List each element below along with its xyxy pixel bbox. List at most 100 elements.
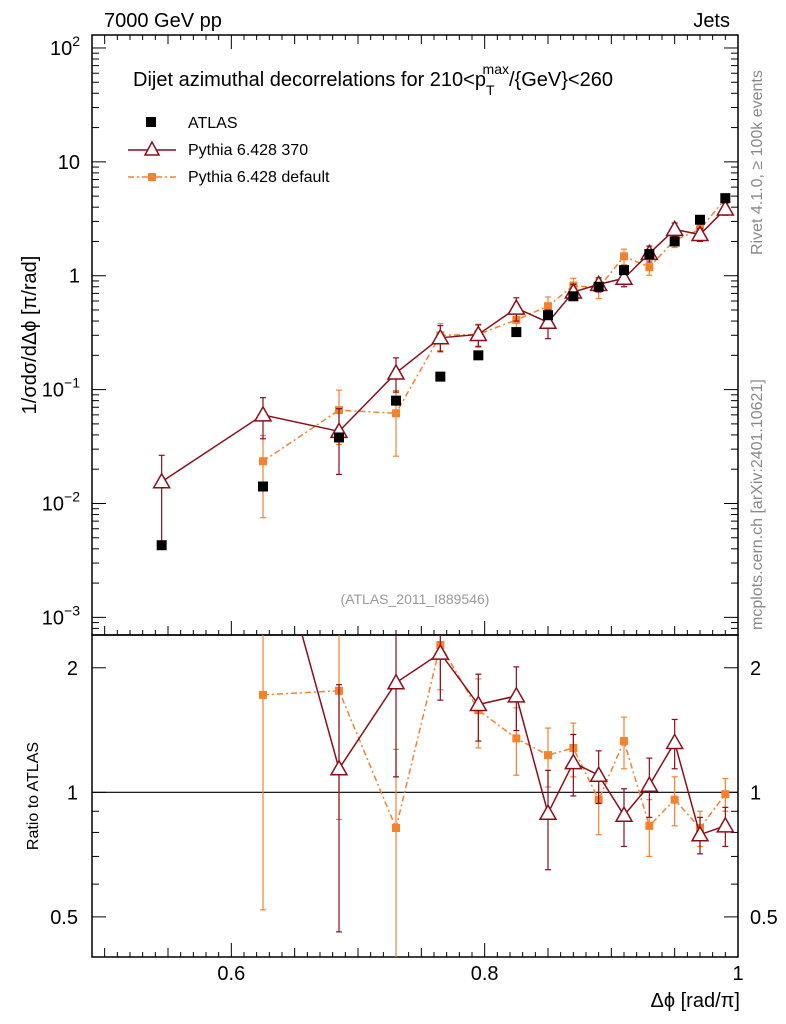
header-right: Jets <box>693 10 730 32</box>
x-axis-label: Δϕ [rad/π] <box>651 990 741 1012</box>
legend-label-atlas: ATLAS <box>188 115 238 132</box>
pythia370-ratio-point <box>690 825 710 842</box>
pythia370-ratio-point <box>469 695 488 712</box>
pythia370-point <box>431 328 450 345</box>
pythia370-ratio-line <box>301 635 726 836</box>
y-tick-base: 10 <box>42 380 64 402</box>
y-tick-base: 1 <box>69 266 80 288</box>
atlas-data-point <box>669 236 680 247</box>
pythia370-point <box>253 405 273 422</box>
atlas-data-point <box>435 371 446 382</box>
y-tick-exponent: 2 <box>72 33 80 49</box>
ratio-y-tick-label-left: 1 <box>67 782 78 804</box>
y-tick-exponent: −3 <box>64 602 80 618</box>
pythia-default-ratio-point <box>544 751 552 760</box>
pythia370-ratio-point <box>507 686 526 703</box>
y-tick-label: 10−1 <box>42 375 80 402</box>
mcplots-credit-text: mcplots.cern.ch [arXiv:2401.10621] <box>749 379 766 630</box>
pythia370-point <box>665 219 684 237</box>
pythia370-point <box>716 199 735 216</box>
pythia-default-point <box>392 409 400 418</box>
pythia-default-line <box>262 198 726 462</box>
atlas-data-point <box>695 214 705 225</box>
pythia370-ratio-point <box>640 775 659 793</box>
atlas-data-point <box>644 249 655 260</box>
pythia-default-ratio-point <box>392 823 400 832</box>
pythia370-point <box>507 298 526 315</box>
chart-title-sup: max <box>483 61 509 77</box>
pythia-default-point <box>645 263 654 272</box>
legend-label-pythia-default: Pythia 6.428 default <box>188 169 330 186</box>
y-tick-label: 10−2 <box>42 488 80 515</box>
pythia370-point <box>152 472 171 489</box>
y-tick-label: 1 <box>69 266 80 288</box>
pythia-default-ratio-point <box>259 690 267 699</box>
y-tick-exponent: −1 <box>64 375 80 391</box>
pythia-default-ratio-point <box>512 734 521 743</box>
pythia370-point <box>614 268 634 286</box>
pythia370-ratio-point <box>716 816 735 833</box>
y-axis-label: 1/σdσ/dΔϕ [π/rad] <box>19 256 41 415</box>
pythia370-ratio-point <box>589 765 608 782</box>
pythia370-ratio-point <box>386 673 406 690</box>
y-tick-base: 10 <box>50 38 72 60</box>
atlas-data-point <box>720 193 731 204</box>
pythia370-ratio-point <box>329 759 349 776</box>
chart-title: Dijet azimuthal decorrelations for 210<p… <box>133 61 613 98</box>
pythia-default-ratio-point <box>721 790 730 799</box>
chart-title-sub: T <box>486 82 495 98</box>
legend: ATLAS Pythia 6.428 370 Pythia 6.428 defa… <box>128 115 330 186</box>
pythia-default-ratio-point <box>620 737 628 746</box>
legend-marker-atlas <box>146 117 156 127</box>
ratio-y-tick-label-left: 0.5 <box>50 907 78 929</box>
analysis-watermark: (ATLAS_2011_I889546) <box>341 591 490 607</box>
ratio-y-tick-label-right: 2 <box>750 658 761 680</box>
pythia-default-point <box>620 252 628 261</box>
pythia-default-ratio-point <box>645 821 654 830</box>
atlas-data-point <box>543 310 553 321</box>
pythia370-point <box>538 312 558 330</box>
y-tick-base: 10 <box>42 493 64 515</box>
pythia370-ratio-point <box>564 753 583 770</box>
x-tick-label: 0.8 <box>471 963 499 985</box>
atlas-data-point <box>334 432 344 443</box>
pythia-default-ratio-line <box>262 643 726 831</box>
ratio-plot-frame <box>91 634 739 958</box>
x-tick-label: 0.6 <box>217 963 245 985</box>
ratio-y-axis-label: Ratio to ATLAS <box>25 742 42 850</box>
header-left: 7000 GeV pp <box>104 10 222 32</box>
y-tick-base: 10 <box>42 607 64 629</box>
y-tick-base: 10 <box>58 152 80 174</box>
pythia370-ratio-point <box>614 805 634 823</box>
ratio-y-tick-label-right: 1 <box>750 782 761 804</box>
rivet-version-text: Rivet 4.1.0, ≥ 100k events <box>749 70 766 255</box>
main-panel-series <box>152 193 735 551</box>
ratio-panel-series <box>259 635 735 957</box>
y-tick-exponent: −2 <box>64 488 80 504</box>
legend-marker-pythia370 <box>143 140 161 156</box>
pythia370-point <box>469 324 488 342</box>
atlas-data-point <box>258 481 268 492</box>
pythia370-point <box>386 363 406 380</box>
pythia370-ratio-point <box>538 803 558 821</box>
legend-label-pythia370: Pythia 6.428 370 <box>188 142 308 159</box>
pythia370-ratio-point <box>431 643 450 660</box>
ratio-y-tick-label-right: 0.5 <box>750 907 778 929</box>
pythia-default-point <box>259 457 267 466</box>
atlas-data-point <box>156 540 167 551</box>
pythia370-line <box>161 208 726 483</box>
atlas-data-point <box>473 350 484 361</box>
series-layer <box>152 193 735 957</box>
pythia370-point <box>690 225 710 242</box>
y-tick-label: 10−3 <box>42 602 80 629</box>
chart-title-suffix: /{GeV}<260 <box>509 69 613 91</box>
y-tick-label: 102 <box>50 33 80 60</box>
atlas-data-point <box>511 327 522 338</box>
atlas-data-point <box>391 395 401 406</box>
ratio-y-tick-label-left: 2 <box>67 658 78 680</box>
pythia370-ratio-point <box>665 732 684 750</box>
atlas-data-point <box>619 265 629 276</box>
atlas-data-point <box>593 281 604 292</box>
